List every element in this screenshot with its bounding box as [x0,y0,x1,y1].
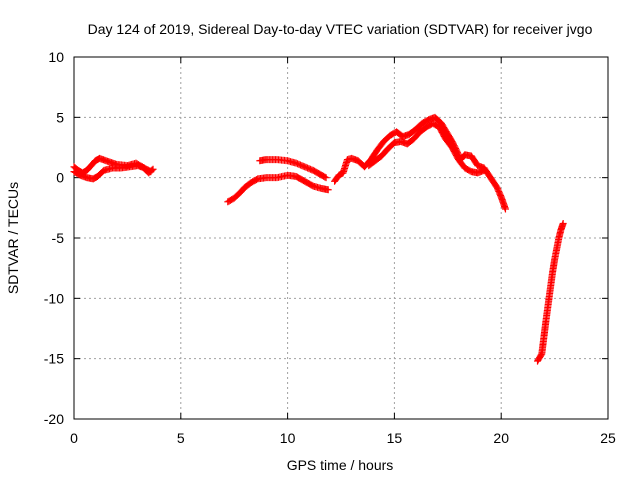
y-tick-label: -20 [44,411,64,427]
data-point [559,220,567,228]
chart-title: Day 124 of 2019, Sidereal Day-to-day VTE… [88,21,593,37]
x-tick-label: 0 [70,430,78,446]
data-point [321,173,329,181]
y-tick-label: -15 [44,351,64,367]
x-tick-label: 25 [600,430,616,446]
x-tick-label: 10 [280,430,296,446]
y-tick-label: -10 [44,290,64,306]
data-point [146,167,154,175]
y-tick-label: 0 [56,170,64,186]
grid [74,57,608,419]
data-point [324,186,332,194]
data-points [70,113,567,365]
y-tick-label: 10 [48,49,64,65]
y-axis-label: SDTVAR / TECUs [5,182,21,294]
data-point [501,205,509,213]
x-tick-label: 15 [387,430,403,446]
x-axis-label: GPS time / hours [287,457,394,473]
y-tick-label: -5 [52,230,65,246]
data-point [147,168,155,176]
x-tick-label: 20 [493,430,509,446]
x-tick-label: 5 [177,430,185,446]
y-tick-label: 5 [56,109,64,125]
data-point [480,166,488,174]
data-point [322,174,330,182]
ticks: 0 5 10 15 20 25 -20 -15 -10 -5 0 5 10 [44,49,616,446]
